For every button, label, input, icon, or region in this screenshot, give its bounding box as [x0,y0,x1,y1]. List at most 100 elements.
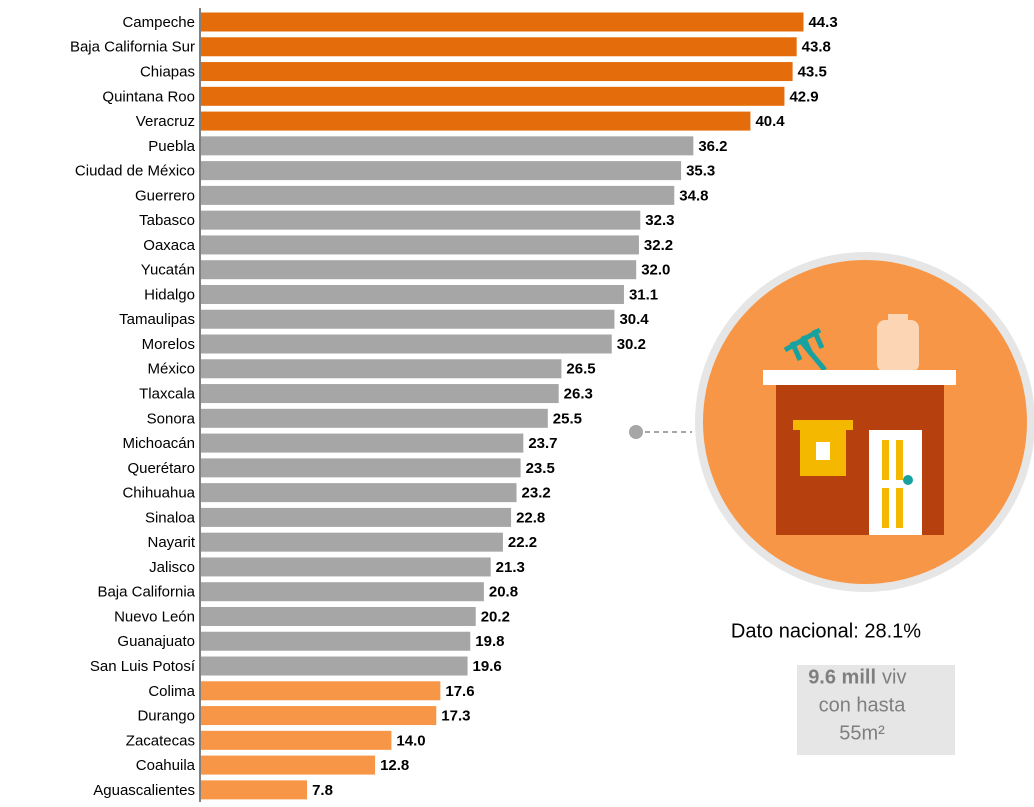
value-label: 30.2 [617,336,646,353]
category-label: Yucatán [141,262,195,279]
category-label: Nuevo León [114,608,195,625]
box-unit: viv [882,666,906,688]
bar [201,260,636,279]
bar [201,13,803,32]
category-label: Oaxaca [143,237,195,254]
box-bold: 9.6 mill [808,666,876,688]
category-label: Veracruz [136,113,195,130]
bar [201,508,511,527]
category-label: Chiapas [140,64,195,81]
bar [201,483,517,502]
bar [201,235,639,254]
value-label: 36.2 [698,138,727,155]
value-label: 7.8 [312,782,333,799]
category-label: Nayarit [147,534,195,551]
value-label: 43.5 [798,64,827,81]
value-label: 30.4 [619,311,649,328]
category-label: Chihuahua [122,485,195,502]
value-label: 32.3 [645,212,674,229]
value-label: 22.8 [516,509,545,526]
value-label: 40.4 [755,113,785,130]
bar [201,607,476,626]
chart: Dato nacional: 28.1% 9.6 mill viv con ha… [0,0,1034,802]
category-label: Hidalgo [144,286,195,303]
value-label: 22.2 [508,534,537,551]
value-label: 17.3 [441,708,470,725]
value-label: 35.3 [686,163,715,180]
bar [201,706,436,725]
category-label: Baja California [97,584,195,601]
category-label: Morelos [142,336,195,353]
bar [201,458,521,477]
value-label: 26.3 [564,386,593,403]
bar [201,359,561,378]
value-label: 12.8 [380,757,409,774]
value-label: 44.3 [808,14,837,31]
bar [201,434,523,453]
value-label: 26.5 [566,361,595,378]
category-label: Ciudad de México [75,163,195,180]
value-label: 23.2 [522,485,551,502]
value-label: 19.8 [475,633,504,650]
bar [201,211,640,230]
value-label: 19.6 [473,658,502,675]
bar [201,756,375,775]
category-label: Sinaloa [145,509,196,526]
value-label: 32.2 [644,237,673,254]
category-label: Guanajuato [117,633,195,650]
category-label: San Luis Potosí [90,658,196,675]
category-label: Campeche [122,14,195,31]
bar [201,731,391,750]
category-label: Baja California Sur [70,39,195,56]
category-label: Jalisco [149,559,195,576]
bar [201,557,491,576]
category-label: Tamaulipas [119,311,195,328]
category-label: Querétaro [127,460,195,477]
category-label: Michoacán [122,435,195,452]
bar [201,310,614,329]
category-label: Zacatecas [126,732,195,749]
value-label: 32.0 [641,262,670,279]
bar [201,409,548,428]
box-line: con hasta [819,694,907,716]
category-label: Puebla [148,138,195,155]
bar [201,632,470,651]
bar [201,112,750,131]
category-label: Aguascalientes [93,782,195,799]
bar [201,384,559,403]
box-line: 55m² [839,722,885,744]
category-label: México [147,361,195,378]
value-label: 20.2 [481,608,510,625]
bar [201,657,468,676]
bar [201,37,797,56]
bar [201,87,784,106]
category-label: Tlaxcala [139,386,196,403]
bar [201,681,440,700]
value-label: 14.0 [396,732,425,749]
value-label: 21.3 [496,559,525,576]
category-label: Tabasco [139,212,195,229]
value-label: 23.7 [528,435,557,452]
bar [201,186,674,205]
national-label: Dato nacional: 28.1% [731,620,921,642]
bar [201,62,793,81]
category-label: Durango [137,708,195,725]
value-label: 17.6 [445,683,474,700]
bar [201,136,693,155]
value-label: 43.8 [802,39,831,56]
value-label: 31.1 [629,286,658,303]
bar [201,533,503,552]
value-label: 20.8 [489,584,518,601]
bar [201,335,612,354]
value-label: 34.8 [679,187,708,204]
bar [201,582,484,601]
category-label: Sonora [147,410,196,427]
value-label: 23.5 [526,460,555,477]
category-label: Quintana Roo [102,88,195,105]
category-label: Guerrero [135,187,195,204]
bar [201,780,307,799]
value-label: 25.5 [553,410,582,427]
category-label: Coahuila [136,757,196,774]
bar [201,161,681,180]
category-label: Colima [148,683,195,700]
